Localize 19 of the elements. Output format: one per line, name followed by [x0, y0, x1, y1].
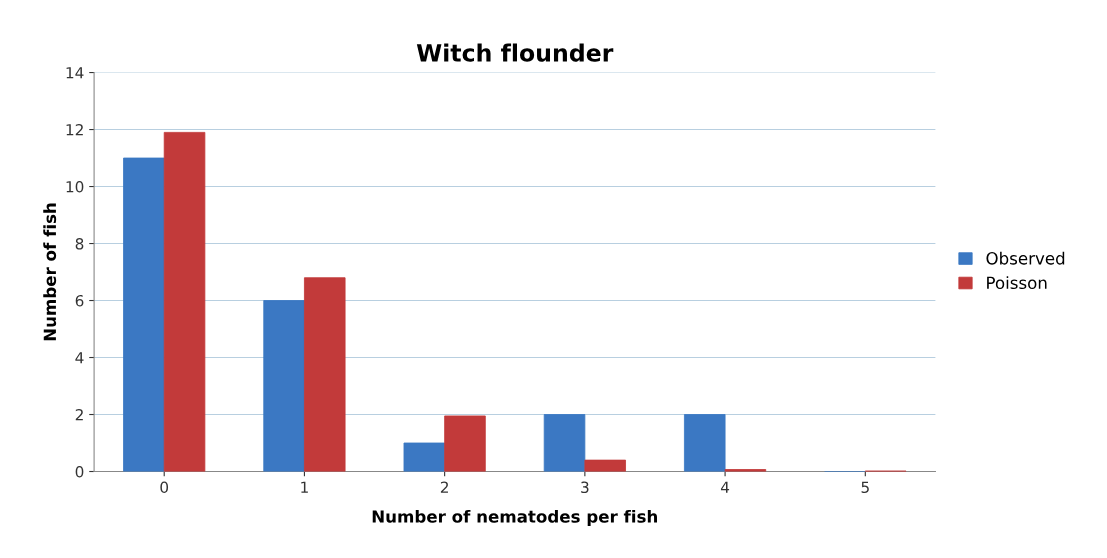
y-axis-title: Number of fish: [43, 203, 57, 341]
chart-title: Witch flounder: [416, 43, 614, 62]
legend-label: Observed: [986, 251, 1065, 265]
legend-label: Poisson: [987, 276, 1047, 290]
y-tick-label: 2: [75, 408, 83, 421]
x-tick-label: 3: [581, 481, 589, 494]
y-tick-label: 10: [66, 181, 84, 193]
y-tick-label: 0: [75, 465, 84, 478]
y-tick-label: 14: [66, 67, 84, 79]
x-tick-label: 0: [160, 481, 169, 494]
x-tick-label: 5: [861, 481, 869, 494]
y-tick-label: 6: [75, 294, 84, 307]
x-tick-label: 4: [720, 481, 730, 493]
y-tick-label: 12: [66, 124, 83, 136]
y-tick-label: 4: [75, 352, 84, 364]
x-tick-label: 2: [440, 481, 448, 493]
x-axis-title: Number of nematodes per fish: [372, 509, 658, 527]
x-tick-label: 1: [301, 481, 308, 493]
y-tick-label: 8: [75, 237, 84, 250]
